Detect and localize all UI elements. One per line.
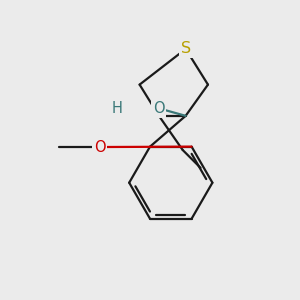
Text: H: H (112, 101, 123, 116)
Text: S: S (181, 41, 191, 56)
Text: O: O (94, 140, 105, 154)
Text: O: O (153, 101, 165, 116)
